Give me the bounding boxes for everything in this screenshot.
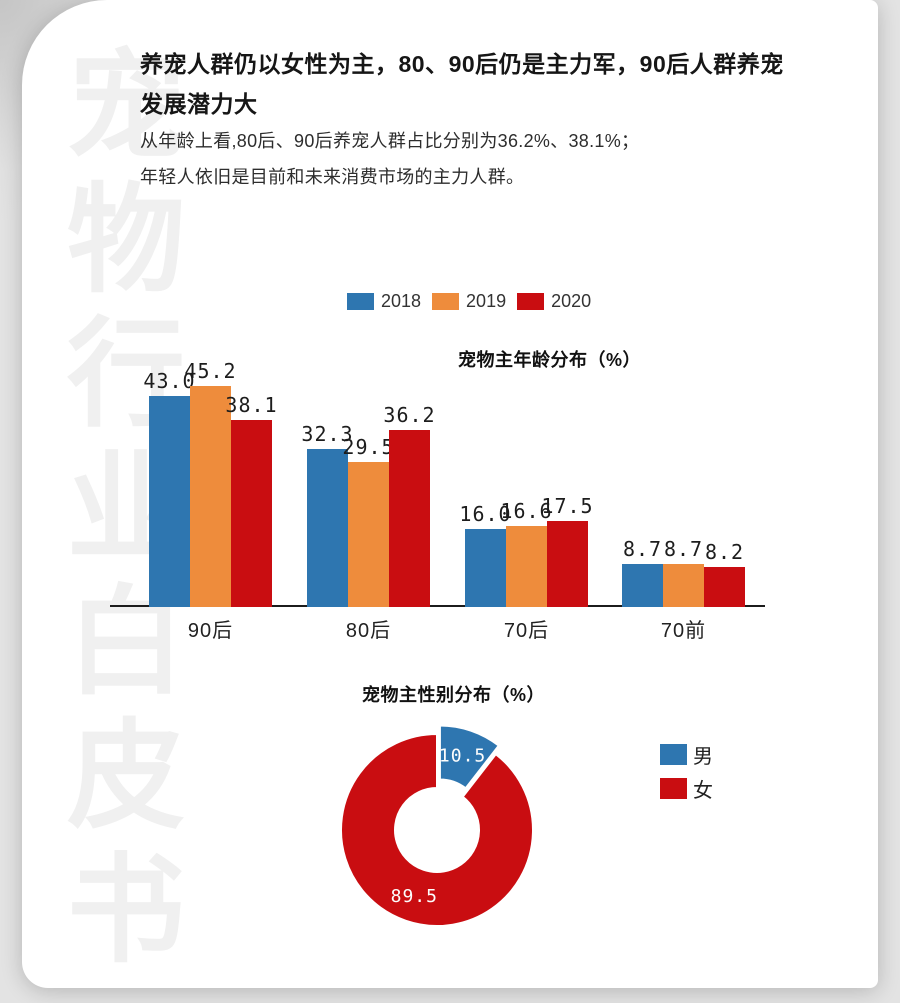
- subtitle-line-2: 年轻人依旧是目前和未来消费市场的主力人群。: [140, 167, 525, 187]
- legend-item-2020: 2020: [517, 291, 591, 312]
- x-axis-line: [110, 605, 765, 607]
- legend-item-female: 女: [660, 774, 713, 803]
- donut-value-label-女: 89.5: [391, 886, 438, 907]
- category-label-90后: 90后: [187, 620, 234, 642]
- legend-label-female: 女: [693, 780, 713, 802]
- pie-chart-legend: 男 女: [660, 740, 713, 803]
- legend-swatch-male: [660, 744, 687, 765]
- legend-item-male: 男: [660, 740, 713, 769]
- bar-2018-80后: [307, 449, 348, 607]
- legend-swatch-2020: [517, 293, 545, 310]
- legend-label-2019: 2019: [466, 291, 507, 311]
- gender-donut-chart: 10.5 89.5: [340, 724, 534, 927]
- legend-swatch-2018: [347, 293, 374, 310]
- bar-2020-70前: [704, 567, 745, 607]
- legend-label-2020: 2020: [551, 291, 592, 311]
- bar-value-label: 43.0: [143, 369, 196, 393]
- bar-value-label: 17.5: [541, 494, 594, 518]
- bar-value-label: 8.7: [663, 537, 704, 561]
- bar-chart-legend: 2018 2019 2020: [347, 291, 591, 312]
- bar-2019-70后: [506, 526, 547, 607]
- bar-value-label: 8.2: [704, 540, 745, 564]
- bar-2020-90后: [231, 420, 272, 607]
- gender-chart-title: 宠物主性别分布（%）: [362, 685, 546, 705]
- age-bar-chart: 43.0 45.2 38.1 90后 32.3 29.5 36.2 80后 16.0 16.6 17…: [110, 340, 770, 645]
- bar-value-label: 29.5: [342, 435, 395, 459]
- bar-value-label: 8.7: [622, 537, 663, 561]
- bar-value-label: 16.6: [500, 499, 553, 523]
- bar-2018-70后: [465, 529, 506, 607]
- bar-value-label: 38.1: [225, 393, 278, 417]
- bar-value-label: 36.2: [383, 403, 436, 427]
- bar-2019-80后: [348, 462, 389, 607]
- report-card: 宠物行业白皮书 养宠人群仍以女性为主，80、90后仍是主力军，90后人群养宠发展…: [22, 0, 878, 988]
- bar-value-label: 16.0: [459, 502, 512, 526]
- legend-item-2019: 2019: [432, 291, 506, 312]
- legend-swatch-female: [660, 778, 687, 799]
- bar-2019-90后: [190, 386, 231, 607]
- watermark-text: 宠物行业白皮书: [66, 41, 185, 977]
- bar-value-label: 32.3: [301, 422, 354, 446]
- legend-label-male: 男: [693, 746, 713, 768]
- page-title: 养宠人群仍以女性为主，80、90后仍是主力军，90后人群养宠发展潜力大: [140, 51, 784, 117]
- subtitle-line-1: 从年龄上看,80后、90后养宠人群占比分别为36.2%、38.1%；: [140, 131, 640, 151]
- donut-slice-男: [438, 724, 501, 790]
- donut-slice-女: [340, 732, 534, 927]
- legend-label-2018: 2018: [381, 291, 422, 311]
- bar-2020-80后: [389, 430, 430, 607]
- bar-2020-70后: [547, 521, 588, 607]
- category-label-70前: 70前: [660, 620, 707, 642]
- bar-value-label: 45.2: [184, 359, 237, 383]
- legend-item-2018: 2018: [347, 291, 421, 312]
- category-label-70后: 70后: [503, 620, 550, 642]
- legend-swatch-2019: [432, 293, 460, 310]
- bar-2019-70前: [663, 564, 704, 607]
- donut-value-label-男: 10.5: [439, 745, 486, 766]
- age-chart-title: 宠物主年龄分布（%）: [458, 350, 642, 370]
- bar-2018-70前: [622, 564, 663, 607]
- category-label-80后: 80后: [345, 620, 392, 642]
- bar-2018-90后: [149, 396, 190, 607]
